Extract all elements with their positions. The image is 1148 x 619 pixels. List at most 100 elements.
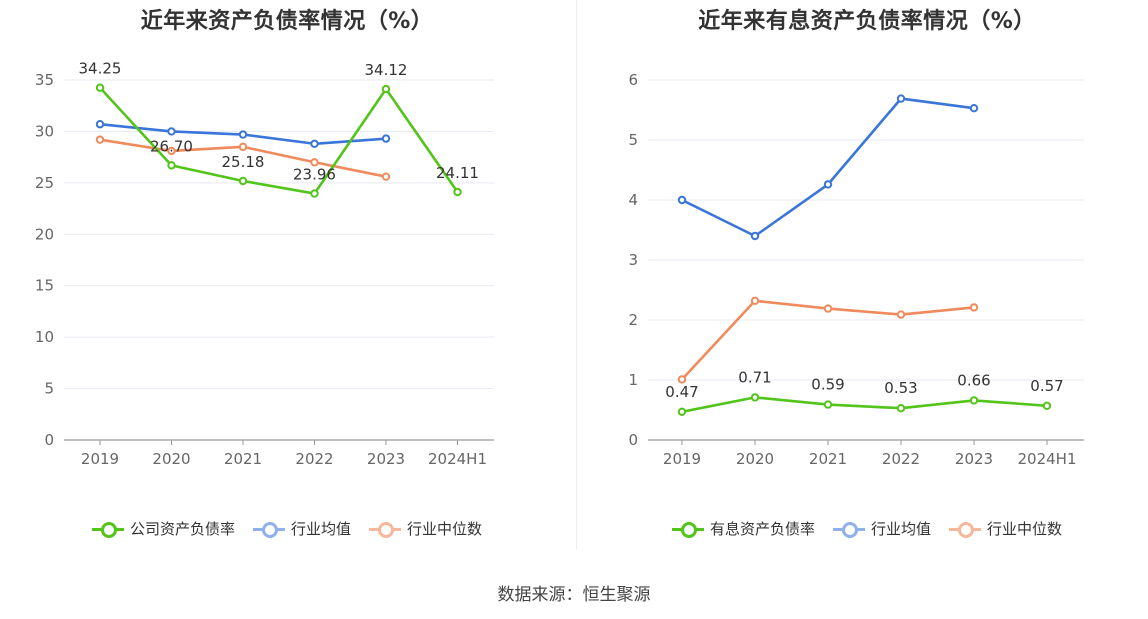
data-point: [381, 84, 391, 94]
chart-title-left: 近年来资产负债率情况（%）: [140, 9, 434, 34]
series-line: [99, 86, 459, 195]
x-tick-label: 2019: [81, 450, 119, 468]
data-point: [677, 195, 687, 205]
y-tick-label: 35: [35, 71, 54, 89]
data-point: [238, 130, 248, 139]
data-point: [1042, 401, 1052, 410]
data-point: [823, 304, 833, 313]
data-label: 34.12: [365, 61, 408, 79]
x-tick-label: 2021: [809, 450, 847, 468]
data-label: 0.71: [738, 368, 771, 386]
legend-label: 有息资产负债率: [709, 520, 815, 538]
legend-item[interactable]: 公司资产负债率: [91, 518, 235, 539]
x-tick-label: 2020: [152, 450, 190, 468]
data-label: 0.66: [957, 371, 990, 389]
legend-swatch-icon: [252, 521, 285, 538]
legend-item[interactable]: 有息资产负债率: [671, 518, 815, 539]
legend-swatch-icon: [369, 521, 401, 538]
x-tick-label: 2023: [367, 450, 405, 468]
data-label: 0.47: [665, 383, 698, 401]
x-tick-label: 2024H1: [428, 450, 487, 468]
chart-title-right: 近年来有息资产负债率情况（%）: [698, 9, 1036, 34]
data-point: [453, 187, 462, 197]
legend-item[interactable]: 行业中位数: [369, 518, 482, 539]
legend-swatch-icon: [832, 521, 865, 538]
data-point: [310, 158, 319, 167]
legend-swatch-icon: [671, 521, 704, 538]
legend-right: 有息资产负债率 行业均值 行业中位数: [586, 518, 1148, 539]
data-label: 34.25: [79, 60, 122, 78]
data-point: [677, 375, 687, 384]
data-point: [969, 104, 979, 113]
y-tick-label: 0: [628, 431, 638, 449]
x-tick-label: 2024H1: [1018, 450, 1077, 468]
y-tick-label: 15: [35, 277, 54, 295]
y-tick-label: 2: [628, 311, 638, 329]
y-tick-label: 1: [628, 371, 638, 389]
data-point: [896, 404, 906, 413]
legend-swatch-icon: [91, 521, 124, 538]
legend-label: 行业中位数: [987, 520, 1063, 538]
series-line: [681, 396, 1048, 414]
data-point: [969, 396, 979, 405]
y-tick-label: 5: [44, 380, 54, 398]
data-point: [823, 400, 833, 409]
data-label: 26.70: [150, 137, 193, 155]
y-tick-label: 0: [44, 431, 54, 449]
data-label: 0.59: [811, 376, 844, 394]
panel-divider: [576, 0, 577, 550]
chart-panel-right: 近年来有息资产负债率情况（%） 0 1 2 3 4 5 6 2019 2020 2021 2022 2…: [586, 0, 1148, 560]
legend-left: 公司资产负债率 行业均值 行业中位数: [0, 518, 574, 539]
data-point: [750, 231, 760, 241]
x-tick-label: 2019: [663, 450, 701, 468]
legend-label: 行业均值: [870, 520, 931, 538]
legend-label: 行业中位数: [407, 520, 483, 538]
x-tick-label: 2023: [955, 450, 993, 468]
y-tick-label: 30: [35, 122, 54, 140]
data-point: [310, 189, 319, 198]
data-point: [95, 83, 105, 92]
y-tick-label: 10: [35, 328, 54, 346]
data-point: [969, 303, 979, 312]
chart-panel-left: 近年来资产负债率情况（%） 0 5 10 15 20 25 30 35 2019 2020 2021…: [0, 0, 574, 560]
data-point: [95, 135, 105, 144]
data-point: [167, 127, 176, 136]
data-point: [750, 296, 760, 305]
legend-item[interactable]: 行业均值: [252, 518, 351, 539]
x-tick-label: 2022: [295, 450, 333, 468]
data-point: [896, 310, 906, 319]
data-point: [238, 142, 248, 152]
data-point: [750, 393, 760, 402]
y-tick-label: 3: [628, 251, 638, 269]
data-label: 0.53: [884, 379, 917, 397]
series-line: [681, 97, 975, 238]
data-point: [167, 146, 176, 156]
y-tick-label: 4: [628, 191, 638, 209]
x-tick-label: 2020: [736, 450, 774, 468]
data-point: [238, 176, 248, 186]
source-note: 数据来源：恒生聚源: [497, 585, 651, 605]
y-tick-label: 5: [628, 131, 638, 149]
chart-left: 0 5 10 15 20 25 30 35 2019 2020 2021 2022 2023 2024H1…: [35, 60, 494, 468]
x-tick-label: 2021: [224, 450, 262, 468]
legend-item[interactable]: 行业均值: [832, 518, 931, 539]
legend-item[interactable]: 行业中位数: [949, 518, 1062, 539]
legend-label: 行业均值: [290, 520, 351, 538]
data-label: 0.57: [1030, 377, 1063, 395]
data-point: [381, 172, 391, 181]
data-point: [95, 120, 105, 129]
chart-right: 0 1 2 3 4 5 6 2019 2020 2021 2022 2023 2024H1 0.47 0.7…: [628, 71, 1084, 468]
data-label: 25.18: [222, 153, 265, 171]
data-point: [677, 407, 687, 416]
data-label: 23.96: [293, 166, 336, 184]
x-tick-label: 2022: [882, 450, 920, 468]
y-tick-label: 6: [628, 71, 638, 89]
y-tick-label: 20: [35, 225, 54, 243]
data-point: [167, 161, 176, 170]
data-point: [381, 134, 391, 143]
data-point: [896, 94, 906, 103]
data-point: [310, 139, 319, 148]
data-point: [823, 180, 833, 189]
legend-label: 公司资产负债率: [129, 520, 235, 538]
y-tick-label: 25: [35, 174, 54, 192]
